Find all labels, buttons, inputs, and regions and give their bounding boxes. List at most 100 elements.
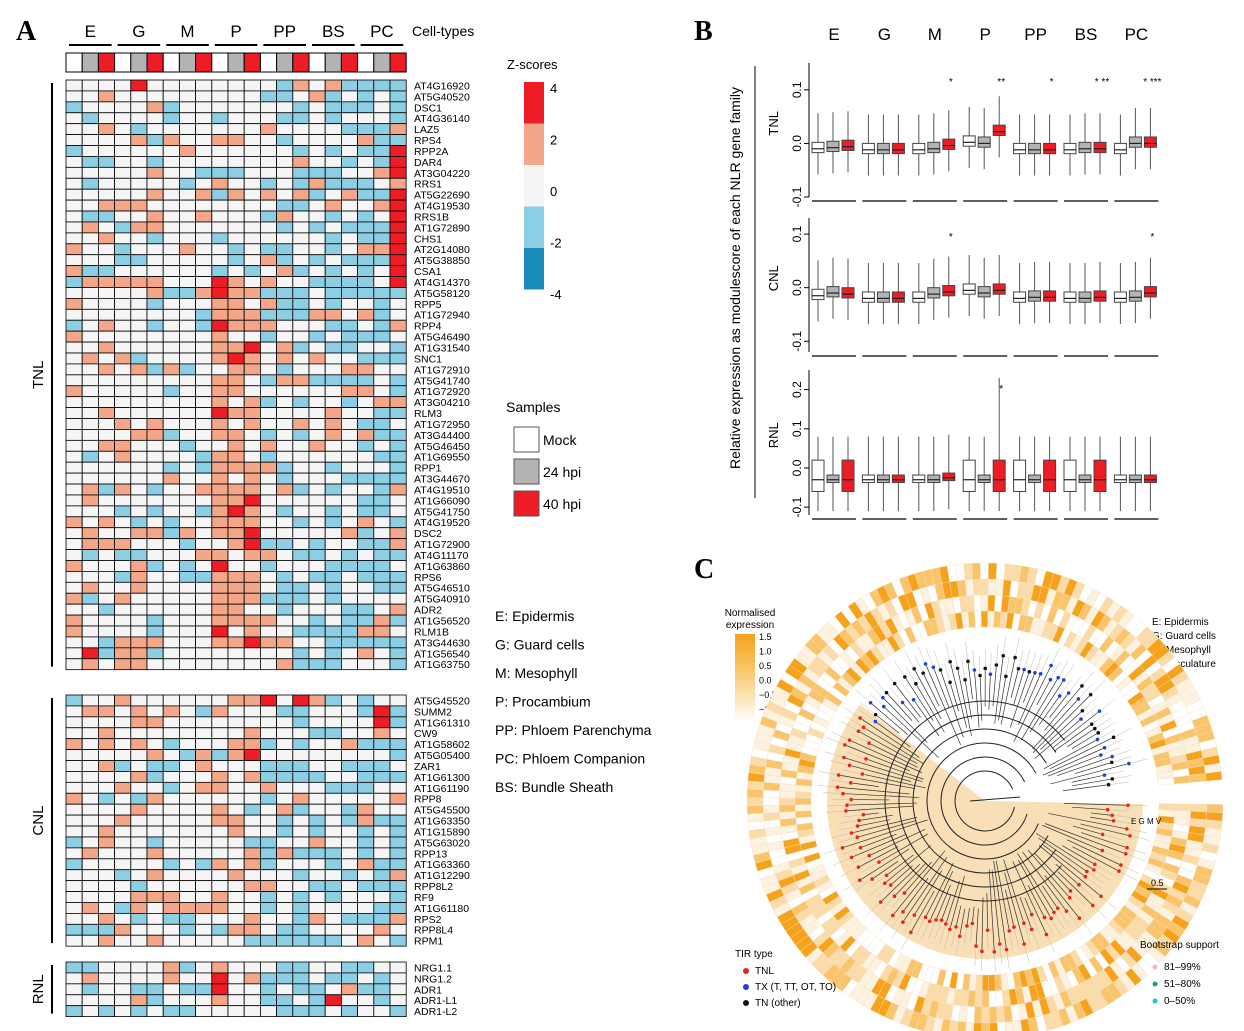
heatmap-cell xyxy=(162,429,180,441)
tip-dot xyxy=(903,675,907,679)
tree-branch xyxy=(884,698,928,743)
tip-dot xyxy=(901,910,905,914)
heatmap-cell xyxy=(259,308,277,321)
tip-dot xyxy=(1125,845,1129,850)
heatmap-cell xyxy=(227,505,245,518)
heatmap-cell xyxy=(259,90,277,103)
heatmap-cell xyxy=(114,994,132,1007)
heatmap-cell xyxy=(81,265,99,277)
tip-dot xyxy=(1049,916,1054,921)
gene-label-AT5G38850: AT5G38850 xyxy=(414,255,470,267)
heatmap-cell xyxy=(324,407,342,419)
heatmap-cell xyxy=(211,858,229,871)
heatmap-cell xyxy=(308,869,326,882)
boxplot-celltype-headers: E G M P PP BS PC xyxy=(828,25,1148,44)
heatmap-cell xyxy=(324,232,342,245)
tip-dot xyxy=(855,824,860,828)
gene-label-AT1G69550: AT1G69550 xyxy=(414,452,470,464)
heatmap-cell xyxy=(195,781,213,794)
expression-gradient-bar xyxy=(735,634,755,722)
heatmap-cell xyxy=(178,592,196,605)
tip-dot xyxy=(1085,869,1089,874)
tip-dot xyxy=(843,743,847,747)
heatmap-cell xyxy=(389,603,407,616)
heatmap-cell xyxy=(81,276,99,288)
heatmap-cell xyxy=(324,614,342,627)
tree-branch xyxy=(1063,803,1127,806)
tip-label-stub xyxy=(1106,739,1123,748)
gene-label-AT1G66090: AT1G66090 xyxy=(414,495,470,507)
tip-label-stub xyxy=(1051,647,1061,664)
heatmap-cell xyxy=(98,134,116,146)
heatmap-cell xyxy=(98,123,116,136)
heatmap-cell xyxy=(308,276,326,288)
tip-label-stub xyxy=(1100,698,1116,711)
heatmap-cell xyxy=(308,972,326,985)
heatmap-cell xyxy=(130,90,148,103)
heatmap-cell xyxy=(308,79,326,92)
sample-bar-cell xyxy=(195,52,213,73)
heatmap-cell xyxy=(324,177,342,190)
heatmap-cell xyxy=(340,972,358,985)
tree-branch xyxy=(1053,725,1091,752)
heatmap-cell xyxy=(178,694,196,707)
heatmap-cell xyxy=(373,472,391,485)
heatmap-cell xyxy=(162,647,180,660)
heatmap-cell xyxy=(324,134,342,146)
heatmap-cell xyxy=(373,221,391,234)
heatmap-cell xyxy=(324,847,342,860)
heatmap-cell xyxy=(227,483,245,496)
heatmap-cell xyxy=(98,836,116,849)
heatmap-cell xyxy=(324,636,342,649)
heatmap-cell xyxy=(178,983,196,996)
sample-bar-cell xyxy=(292,52,310,73)
heatmap-cell xyxy=(259,647,277,660)
heatmap-cell xyxy=(276,858,294,871)
heatmap-cell xyxy=(130,243,148,256)
tip-dot xyxy=(1083,874,1088,879)
heatmap-cell xyxy=(146,891,164,903)
heatmap-cell xyxy=(114,341,132,354)
heatmap-cell xyxy=(98,396,116,408)
heatmap-cell xyxy=(81,505,99,518)
heatmap-cell xyxy=(308,166,326,179)
tree-branch xyxy=(974,671,980,728)
heatmap-cell xyxy=(162,592,180,605)
heatmap-cell xyxy=(227,418,245,430)
tip-label-stub xyxy=(825,810,844,813)
heatmap-cell xyxy=(292,156,310,168)
tree-branch xyxy=(876,722,911,748)
heatmap-cell xyxy=(65,983,83,996)
heatmap-cell xyxy=(195,287,213,299)
heatmap-cell xyxy=(195,90,213,103)
heatmap-cell xyxy=(308,112,326,125)
heatmap-cell xyxy=(162,913,180,925)
tip-label-stub xyxy=(846,716,862,727)
colorbar-tick--2: -2 xyxy=(550,236,562,251)
heatmap-cell xyxy=(389,418,407,430)
ring-cell xyxy=(1206,804,1224,814)
heatmap-cell xyxy=(324,571,342,583)
heatmap-cell xyxy=(324,913,342,925)
heatmap-cell xyxy=(324,450,342,463)
heatmap-cell xyxy=(276,923,294,936)
heatmap-cell xyxy=(389,472,407,485)
heatmap-cell xyxy=(373,738,391,750)
heatmap-cell xyxy=(292,330,310,343)
tip-label-stub xyxy=(1083,696,1098,710)
heatmap-cell xyxy=(373,505,391,518)
gene-label-AT5G45520: AT5G45520 xyxy=(414,695,470,707)
heatmap-cell xyxy=(373,902,391,914)
tree-branch xyxy=(860,731,918,765)
heatmap-cell xyxy=(340,614,358,627)
heatmap-cell xyxy=(162,385,180,398)
tree-branch xyxy=(1022,851,1066,910)
heatmap-cell xyxy=(195,814,213,827)
heatmap-cell xyxy=(114,625,132,638)
heatmap-cell xyxy=(227,994,245,1007)
tip-dot xyxy=(847,738,852,742)
heatmap-cell xyxy=(195,891,213,903)
heatmap-cell xyxy=(373,538,391,550)
heatmap-cell xyxy=(308,287,326,299)
tree-branch xyxy=(853,817,917,833)
